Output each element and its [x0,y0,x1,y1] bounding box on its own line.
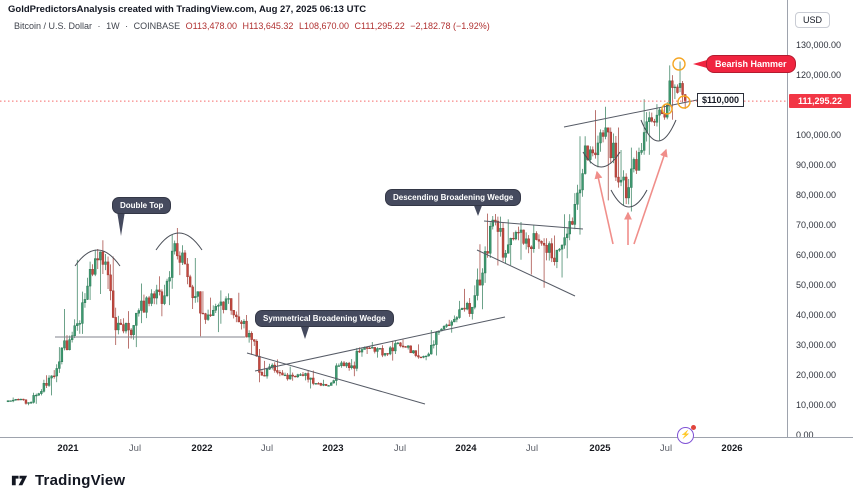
y-axis-label: 0.00 [796,430,814,440]
watermark-credit: GoldPredictorsAnalysis created with Trad… [8,4,367,15]
x-axis-label: 2025 [589,443,611,454]
x-axis-label: 2024 [455,443,477,454]
ohlc-open: O113,478.00 [185,21,238,31]
tradingview-brand-text: TradingView [35,472,126,489]
annotation-label: Double Top [120,201,164,210]
price-axis[interactable]: USD 111,295.22 130,000.00 120,000.00 100,0… [787,0,853,457]
y-axis-label: 50,000.00 [796,280,837,290]
currency-toggle[interactable]: USD [795,12,831,28]
annotation-bearish-hammer[interactable]: Bearish Hammer [706,55,796,73]
y-axis-label: 40,000.00 [796,310,837,320]
y-axis-label: 70,000.00 [796,220,837,230]
symbol-legend[interactable]: Bitcoin / U.S. Dollar · 1W · COINBASE O1… [14,21,493,31]
tradingview-logo-icon [11,475,28,486]
x-axis-label: 2021 [57,443,79,454]
annotation-pointer [693,60,707,68]
y-axis-label: 130,000.00 [796,40,842,50]
y-axis-label: 30,000.00 [796,340,837,350]
time-axis[interactable]: 2021 Jul 2022 Jul 2023 Jul 2024 Jul 2025 Jul 2026 [0,437,853,459]
ohlc-close: C111,295.22 [354,21,405,31]
price-level-text: $110,000 [702,95,740,105]
x-axis-label: 2022 [191,443,213,454]
x-axis-label: Jul [525,443,539,454]
y-axis-label: 20,000.00 [796,370,837,380]
annotation-pointer [473,203,483,216]
lightning-icon: ⚡ [680,430,691,439]
x-axis-label: 2023 [322,443,344,454]
legend-separator: · [125,21,129,31]
chart-drawings[interactable] [0,57,787,405]
annotation-descending-broadening-wedge[interactable]: Descending Broadening Wedge [385,189,522,206]
symbol-name[interactable]: Bitcoin / U.S. Dollar [14,21,93,31]
annotation-pointer [300,324,310,339]
boost-flash-icon[interactable]: ⚡ [677,425,696,444]
ohlc-low: L108,670.00 [298,21,349,31]
y-axis-label: 120,000.00 [796,70,842,80]
price-chart[interactable] [0,0,787,457]
x-axis-label: Jul [128,443,142,454]
ohlc-high: H113,645.32 [242,21,294,31]
interval-label[interactable]: 1W [106,21,120,31]
annotation-label: Bearish Hammer [715,59,787,69]
price-level-label[interactable]: $110,000 [697,93,745,107]
legend-separator: · [97,21,101,31]
y-axis-label: 10,000.00 [796,400,837,410]
tradingview-logo[interactable]: TradingView [10,471,125,490]
annotation-symmetrical-broadening-wedge[interactable]: Symmetrical Broadening Wedge [255,310,394,327]
x-axis-label: Jul [659,443,673,454]
annotation-label: Symmetrical Broadening Wedge [263,314,386,323]
exchange-label: COINBASE [133,21,181,31]
y-axis-label: 100,000.00 [796,130,842,140]
x-axis-label: Jul [260,443,274,454]
y-axis-label: 60,000.00 [796,250,837,260]
y-axis-label: 90,000.00 [796,160,837,170]
annotation-pointer [117,211,125,236]
annotation-double-top[interactable]: Double Top [112,197,172,214]
x-axis-label: Jul [393,443,407,454]
ohlc-change: −2,182.78 (−1.92%) [410,21,490,31]
annotation-label: Descending Broadening Wedge [393,193,514,202]
current-price-badge: 111,295.22 [789,94,851,109]
candlestick-series [6,61,687,406]
x-axis-label: 2026 [721,443,743,454]
y-axis-label: 80,000.00 [796,190,837,200]
